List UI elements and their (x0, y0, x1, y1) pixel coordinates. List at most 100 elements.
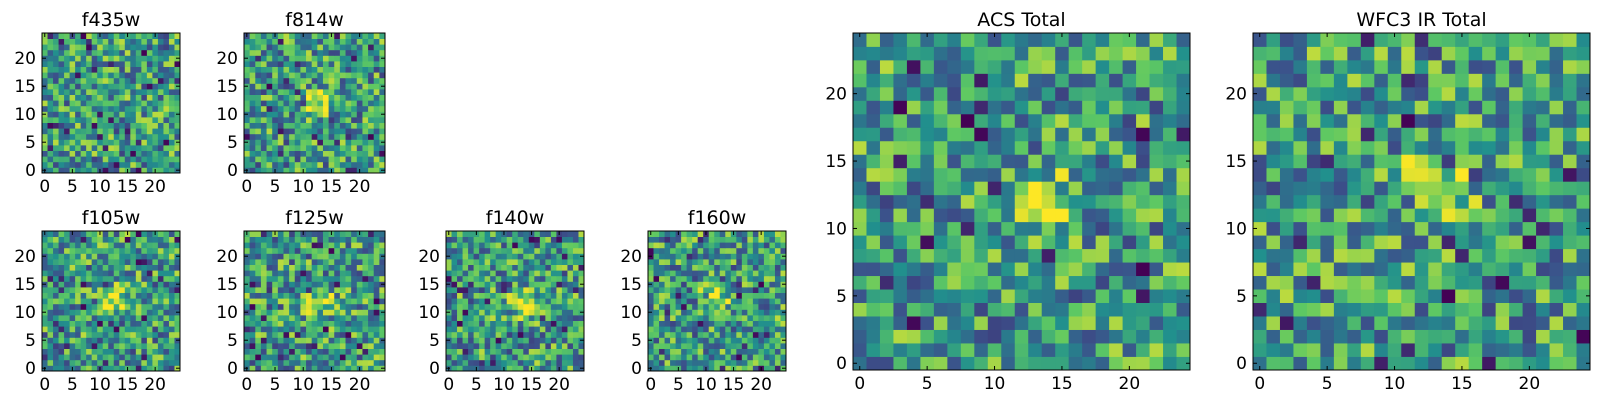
heatmap-cell (648, 247, 654, 254)
heatmap-cell (653, 242, 660, 249)
heatmap-cell (1347, 181, 1362, 196)
heatmap-cell (124, 117, 131, 123)
heatmap-cell (255, 292, 262, 299)
heatmap-cell (75, 33, 82, 39)
heatmap-cell (102, 38, 109, 45)
heatmap-cell (75, 133, 82, 140)
heatmap-cell (675, 320, 682, 327)
heatmap-cell (752, 287, 759, 293)
heatmap-cell (1266, 329, 1281, 344)
heatmap-cell (1163, 73, 1177, 88)
heatmap-cell (879, 356, 894, 371)
heatmap-cell (356, 61, 363, 67)
heatmap-cell (272, 66, 279, 73)
heatmap-cell (523, 354, 530, 361)
heatmap-cell (780, 259, 787, 265)
heatmap-cell (451, 343, 458, 349)
heatmap-cell (714, 326, 721, 333)
heatmap-cell (501, 292, 508, 299)
heatmap-cell (244, 264, 251, 271)
heatmap-cell (653, 309, 660, 316)
heatmap-cell (75, 145, 82, 151)
heatmap-cell (124, 236, 131, 243)
heatmap-cell (322, 259, 329, 265)
heatmap-cell (379, 122, 386, 129)
heatmap-cell (1495, 262, 1510, 277)
heatmap-cell (1109, 343, 1123, 357)
heatmap-cell (484, 326, 491, 333)
heatmap-cell (1279, 289, 1294, 303)
heatmap-cell (974, 356, 989, 371)
heatmap-cell (86, 77, 93, 84)
heatmap-cell (80, 264, 87, 271)
heatmap-cell (80, 105, 87, 112)
heatmap-cell (523, 292, 530, 299)
heatmap-cell (451, 331, 458, 338)
heatmap-cell (512, 337, 519, 344)
heatmap-cell (266, 61, 273, 67)
heatmap-cell (1320, 329, 1335, 344)
heatmap-cell (1333, 302, 1348, 317)
heatmap-cell (1122, 289, 1137, 303)
heatmap-cell (97, 150, 104, 157)
heatmap-cell (1122, 46, 1137, 61)
heatmap-cell (714, 337, 721, 344)
heatmap-cell (653, 236, 660, 243)
heatmap-cell (1468, 316, 1483, 330)
heatmap-cell (1109, 181, 1123, 196)
heatmap-cell (703, 259, 710, 265)
heatmap-cell (763, 320, 770, 327)
heatmap-cell (113, 292, 120, 299)
heatmap-cell (163, 133, 170, 140)
heatmap-cell (974, 181, 989, 196)
heatmap-cell (675, 359, 682, 366)
heatmap-cell (130, 72, 137, 79)
heatmap-cell (289, 337, 296, 344)
heatmap-cell (670, 287, 676, 293)
heatmap-cell (1028, 221, 1043, 236)
heatmap-cell (339, 247, 346, 254)
heatmap-cell (561, 303, 568, 310)
heatmap-cell (135, 100, 142, 107)
heatmap-cell (283, 61, 290, 67)
heatmap-cell (752, 247, 759, 254)
heatmap-cell (86, 117, 93, 123)
heatmap-cell (373, 89, 380, 95)
heatmap-cell (368, 89, 375, 95)
heatmap-cell (769, 259, 776, 265)
x-tick-label: 5 (270, 177, 281, 197)
heatmap-cell (306, 343, 313, 349)
heatmap-cell (725, 264, 732, 271)
heatmap-cell (1149, 73, 1164, 88)
heatmap-cell (69, 100, 76, 107)
heatmap-cell (736, 242, 743, 249)
heatmap-cell (703, 264, 710, 271)
heatmap-cell (1176, 127, 1191, 142)
heatmap-cell (244, 236, 251, 243)
heatmap-cell (249, 55, 256, 62)
heatmap-cell (328, 44, 335, 51)
heatmap-cell (512, 281, 519, 288)
heatmap-cell (539, 259, 546, 265)
axes-frame (243, 32, 386, 174)
heatmap-cell (317, 66, 324, 73)
heatmap-cell (763, 253, 770, 260)
heatmap-cell (91, 231, 98, 237)
heatmap-cell (373, 117, 380, 123)
heatmap-cell (528, 242, 535, 249)
heatmap-cell (328, 94, 335, 101)
heatmap-cell (152, 61, 159, 67)
heatmap-cell (317, 44, 324, 51)
heatmap-cell (174, 49, 181, 56)
heatmap-cell (141, 326, 148, 333)
heatmap-cell (479, 281, 486, 288)
heatmap-cell (135, 66, 142, 73)
heatmap-cell (255, 331, 262, 338)
heatmap-cell (249, 83, 256, 90)
heatmap-cell (675, 337, 682, 344)
heatmap-cell (334, 77, 341, 84)
heatmap-cell (462, 275, 469, 282)
heatmap-cell (356, 44, 363, 51)
heatmap-cell (91, 38, 98, 45)
heatmap-cell (758, 326, 765, 333)
